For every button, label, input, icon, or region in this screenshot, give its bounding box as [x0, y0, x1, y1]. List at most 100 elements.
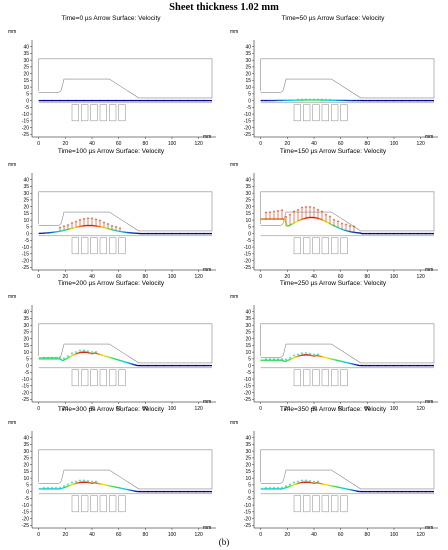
arrow-head — [264, 211, 268, 214]
y-tick-label: 10 — [245, 218, 251, 224]
coil-block — [118, 104, 126, 122]
coil-block — [321, 104, 329, 122]
arrow-head — [324, 98, 328, 101]
sheet-segment — [351, 363, 355, 366]
x-tick-label: 60 — [338, 532, 344, 538]
arrow-head — [320, 210, 324, 213]
sheet-segment — [65, 357, 69, 360]
sheet-segment — [297, 482, 301, 485]
y-tick-label: -25 — [22, 523, 29, 529]
coil-block — [118, 369, 126, 387]
y-tick-label: 30 — [245, 191, 251, 197]
sheet-segment — [332, 358, 336, 361]
sheet-segment — [99, 353, 103, 356]
arrow-head — [94, 218, 98, 221]
sheet-segment — [65, 485, 69, 488]
x-tick-label: 100 — [390, 274, 399, 280]
x-tick-label: 20 — [285, 532, 291, 538]
sheet-segment — [327, 484, 331, 487]
arrow-head — [78, 479, 82, 482]
arrow-head — [312, 206, 316, 209]
sheet-segment — [324, 356, 328, 359]
arrow-head — [264, 357, 268, 360]
y-tick-label: 5 — [26, 225, 29, 231]
coil-block — [99, 237, 107, 255]
sheet-segment — [303, 217, 307, 220]
y-tick-label: -20 — [244, 258, 251, 264]
sheet-segment — [348, 488, 352, 491]
y-tick-label: 0 — [248, 489, 251, 495]
y-tick-label: 20 — [245, 336, 251, 342]
y-unit-label: mm — [230, 29, 239, 35]
arrow-head — [86, 349, 90, 352]
sheet-segment — [59, 487, 63, 490]
arrow-head — [276, 209, 280, 212]
y-tick-label: 0 — [26, 231, 29, 237]
arrow-head — [58, 356, 62, 359]
coil-block — [71, 104, 79, 122]
sheet-segment — [281, 487, 285, 490]
sheet-segment — [332, 485, 336, 488]
sheet-segment — [321, 356, 325, 359]
arrow-head — [280, 486, 284, 489]
y-tick-label: 35 — [23, 316, 29, 322]
sheet-segment — [313, 482, 317, 485]
sheet-segment — [345, 361, 349, 364]
y-tick-label: -25 — [244, 523, 251, 529]
x-tick-label: 80 — [143, 406, 149, 412]
arrow-head — [284, 358, 288, 361]
y-tick-label: 15 — [23, 78, 29, 84]
y-tick-label: 10 — [245, 350, 251, 356]
x-tick-label: 120 — [194, 532, 203, 538]
y-tick-label: 25 — [23, 65, 29, 71]
arrow-head — [300, 479, 304, 482]
arrow-head — [118, 226, 122, 230]
x-tick-label: 40 — [89, 141, 95, 147]
y-tick-label: -10 — [244, 377, 251, 383]
coil-block — [99, 495, 107, 513]
sheet-segment — [121, 487, 125, 490]
figure-title: Sheet thickness 1.02 mm — [169, 2, 279, 13]
y-tick-label: -10 — [244, 503, 251, 509]
y-tick-label: -15 — [244, 252, 251, 258]
sheet-segment — [340, 487, 344, 489]
x-tick-label: 60 — [116, 532, 122, 538]
sheet-segment — [62, 486, 66, 489]
y-tick-label: -10 — [22, 112, 29, 118]
y-tick-label: -25 — [22, 132, 29, 138]
sheet-segment — [62, 358, 66, 362]
arrow-head — [86, 479, 90, 482]
y-tick-label: 15 — [245, 469, 251, 475]
sheet-segment — [75, 482, 79, 485]
arrow-head — [82, 348, 86, 352]
coil-block — [303, 495, 311, 513]
coil-block — [90, 237, 98, 255]
coil-block — [340, 104, 348, 122]
sheet-segment — [319, 355, 323, 358]
y-unit-label: mm — [230, 162, 239, 168]
y-tick-label: 5 — [248, 483, 251, 489]
y-tick-label: -15 — [244, 119, 251, 125]
y-tick-label: 35 — [23, 184, 29, 190]
arrow-head — [42, 486, 46, 489]
y-tick-label: 40 — [245, 177, 251, 183]
x-tick-label: 40 — [89, 406, 95, 412]
sheet-segment — [91, 482, 95, 485]
sheet-segment — [348, 362, 352, 365]
y-unit-label: mm — [8, 29, 17, 35]
x-tick-label: 60 — [338, 141, 344, 147]
die-outline — [38, 449, 213, 490]
arrow-head — [70, 481, 74, 484]
arrow-head — [280, 208, 284, 212]
sheet-segment — [102, 354, 106, 357]
coil-block — [99, 104, 107, 122]
x-tick-label: 100 — [168, 141, 177, 147]
coil-block — [90, 104, 98, 122]
coil-block — [99, 369, 107, 387]
sheet-segment — [345, 488, 349, 491]
y-tick-label: -15 — [22, 252, 29, 258]
arrow-head — [300, 206, 304, 209]
sheet-segment — [343, 229, 347, 232]
